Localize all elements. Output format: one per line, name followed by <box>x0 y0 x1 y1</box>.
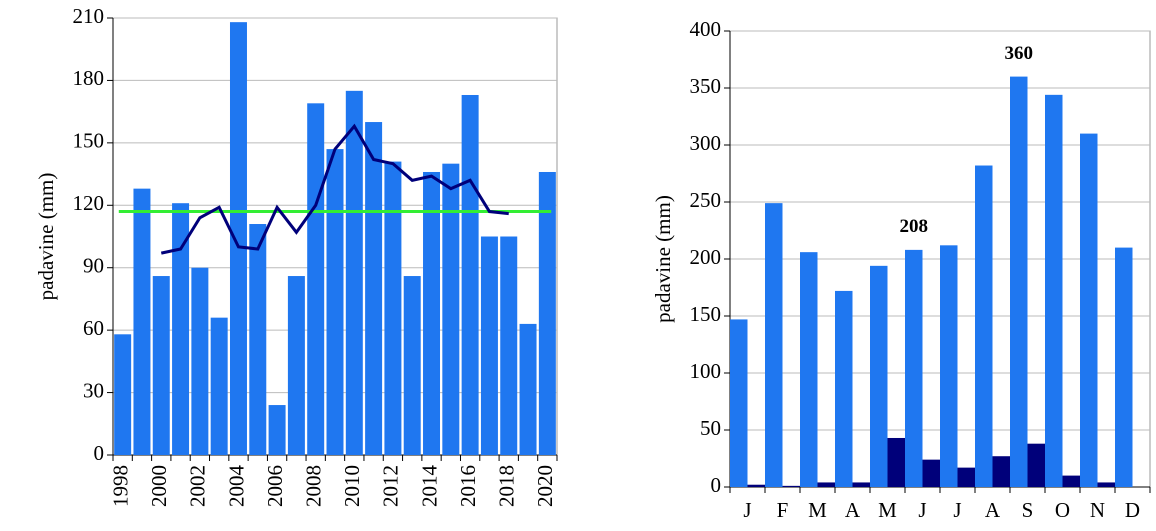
bar <box>403 276 421 455</box>
bar <box>500 236 518 455</box>
y-axis-title: padavine (mm) <box>651 195 675 323</box>
x-tick-label: 2000 <box>147 465 171 507</box>
y-tick-label: 200 <box>690 245 722 269</box>
bar <box>287 276 305 455</box>
bar <box>1080 133 1098 487</box>
bar <box>1045 94 1063 487</box>
bar <box>835 290 853 487</box>
bar <box>461 94 479 455</box>
y-tick-label: 50 <box>700 416 721 440</box>
bar <box>1062 475 1080 487</box>
bar <box>765 203 783 487</box>
bar <box>152 276 170 455</box>
x-tick-label: F <box>777 498 789 522</box>
x-tick-label: N <box>1090 498 1105 522</box>
y-tick-label: 180 <box>73 66 105 90</box>
x-tick-label: D <box>1125 498 1140 522</box>
bar <box>442 163 460 455</box>
bar <box>817 482 835 487</box>
y-tick-label: 210 <box>73 4 105 28</box>
x-tick-label: M <box>878 498 897 522</box>
bar <box>870 265 888 487</box>
x-tick-label: 2016 <box>456 465 480 507</box>
y-tick-label: 30 <box>83 378 104 402</box>
bar <box>887 437 905 487</box>
bar <box>800 252 818 487</box>
x-tick-label: 2006 <box>263 465 287 507</box>
bar <box>852 482 870 487</box>
bar <box>133 188 151 455</box>
x-tick-label: 2014 <box>417 465 441 508</box>
bar <box>114 334 132 455</box>
bar <box>730 319 748 487</box>
x-tick-label: 2012 <box>379 465 403 507</box>
y-axis-title: padavine (mm) <box>34 173 58 301</box>
x-tick-label: 2008 <box>302 465 326 507</box>
y-tick-label: 400 <box>690 17 722 41</box>
y-tick-label: 350 <box>690 74 722 98</box>
bar <box>345 90 363 455</box>
data-label: 360 <box>1005 43 1034 64</box>
bar <box>326 149 344 455</box>
x-tick-label: 2018 <box>495 465 519 507</box>
bar <box>1115 247 1133 487</box>
y-tick-label: 120 <box>73 191 105 215</box>
bar <box>384 161 402 456</box>
bar <box>480 236 498 455</box>
bar <box>210 317 228 455</box>
bar <box>423 171 441 455</box>
bar <box>538 171 556 455</box>
x-tick-label: 1998 <box>108 465 132 507</box>
bar <box>957 467 975 487</box>
x-tick-label: 2010 <box>340 465 364 507</box>
x-tick-label: J <box>953 498 961 522</box>
moving-average-line <box>160 123 509 255</box>
x-tick-label: M <box>808 498 827 522</box>
x-tick-label: S <box>1022 498 1034 522</box>
x-tick-label: 2002 <box>186 465 210 507</box>
bar <box>172 203 190 455</box>
bar <box>1027 443 1045 487</box>
x-tick-label: A <box>845 498 861 522</box>
bar <box>249 224 267 455</box>
y-tick-label: 90 <box>83 254 104 278</box>
y-tick-label: 0 <box>711 473 722 497</box>
bar <box>1097 482 1115 487</box>
y-tick-label: 150 <box>73 129 105 153</box>
data-label: 208 <box>900 216 929 237</box>
y-tick-label: 300 <box>690 131 722 155</box>
bar <box>519 323 537 455</box>
x-tick-label: A <box>985 498 1001 522</box>
y-tick-label: 0 <box>94 441 105 465</box>
bar <box>747 484 765 487</box>
x-tick-label: 2020 <box>533 465 557 507</box>
y-tick-label: 60 <box>83 316 104 340</box>
y-tick-label: 250 <box>690 188 722 212</box>
bar <box>905 249 923 487</box>
bar <box>992 456 1010 487</box>
bar <box>307 103 325 456</box>
bar <box>922 459 940 487</box>
bar <box>191 267 209 455</box>
bar <box>782 485 800 487</box>
bar <box>1010 76 1028 487</box>
bar <box>365 122 383 456</box>
bar <box>940 245 958 487</box>
y-tick-label: 100 <box>690 359 722 383</box>
bar <box>268 405 286 455</box>
x-tick-label: O <box>1055 498 1070 522</box>
y-tick-label: 150 <box>690 302 722 326</box>
bar <box>229 22 247 456</box>
x-tick-label: J <box>743 498 751 522</box>
bar <box>975 165 993 487</box>
x-tick-label: J <box>918 498 926 522</box>
x-tick-label: 2004 <box>224 465 248 508</box>
